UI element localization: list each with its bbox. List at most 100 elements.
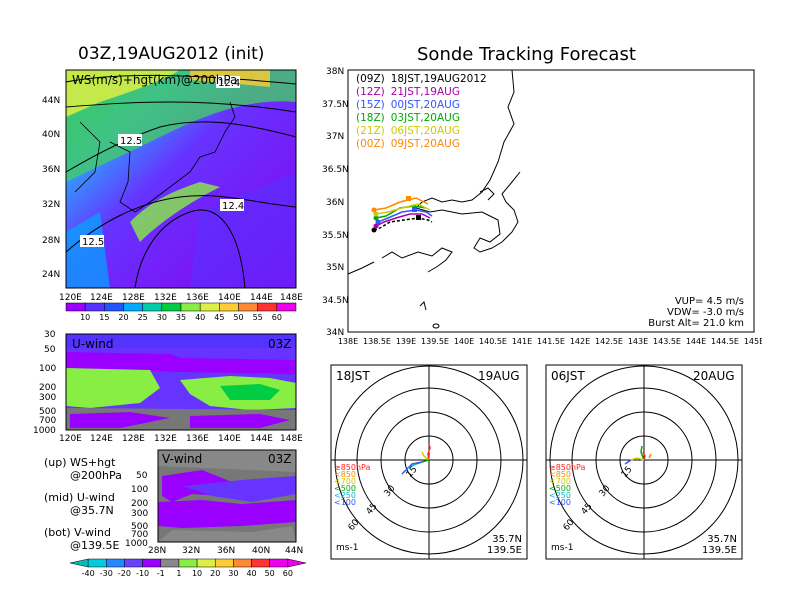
top-colorbar: 10 15 20 25 30 35 40 45 50 55 60 (65, 302, 297, 320)
colorbar-swatch (106, 558, 125, 568)
legend-text: 09JST,20AUG (391, 138, 460, 150)
legend-code: (21Z) (356, 125, 385, 137)
param-burst: Burst Alt= 21.0 km (648, 318, 744, 329)
lon-tick: 144E (686, 337, 706, 346)
lon-tick: 140E (454, 337, 474, 346)
coastline (415, 69, 521, 253)
colorbar-swatch (142, 302, 163, 312)
p-tick: 1000 (125, 539, 148, 549)
colorbar-swatch (233, 558, 252, 568)
lat-tick: 38N (326, 67, 344, 77)
lon-tick-axis: 138E 138.5E 139E 139.5E 140E 140.5E 141E 141.5E… (338, 337, 762, 346)
lon-tick: 120E (59, 293, 82, 303)
level-item: <100 (549, 498, 571, 507)
level-item: ≥850hPa (549, 463, 586, 472)
p-tick: 100 (131, 485, 148, 495)
lon-tick: 139E (396, 337, 416, 346)
v-wind-time: 03Z (268, 452, 292, 466)
colorbar-label: 10 (192, 569, 202, 578)
colorbar-swatch (196, 558, 216, 568)
legend-text: 06JST,20AUG (391, 125, 460, 137)
colorbar-swatch (84, 302, 105, 312)
v-wind-label: V-wind (162, 452, 202, 466)
lat-tick: 40N (252, 546, 270, 556)
lon-tick: 143E (628, 337, 648, 346)
colorbar-swatch (65, 302, 86, 312)
lon-tick: 132E (154, 293, 177, 303)
lon-tick: 128E (122, 434, 145, 443)
legend-code: (00Z) (356, 138, 385, 150)
legend-entry: (mid) U-wind @35.7N (44, 491, 115, 517)
lat-tick: 28N (42, 236, 60, 246)
legend-text: 21JST,19AUG (391, 86, 460, 98)
lat-tick: 40N (42, 130, 60, 140)
colorbar-swatch (257, 302, 278, 312)
p-tick: 50 (136, 471, 148, 481)
level-item: <700 (549, 477, 571, 486)
u-wind-panel: U-wind 03Z 30 50 100 200 300 500 700 100… (33, 330, 303, 443)
level-item: <850 (549, 470, 571, 479)
lat-tick: 36N (42, 165, 60, 175)
right-title: Sonde Tracking Forecast (417, 44, 636, 65)
svg-text:(12Z)21JST,19AUG: (12Z) 21JST,19AUG (356, 86, 460, 98)
level-item: <850 (334, 470, 356, 479)
colorbar-swatch (214, 558, 234, 568)
lon-tick: 120E (59, 434, 82, 443)
colorbar-swatch (161, 302, 182, 312)
colorbar-label: 40 (246, 569, 256, 578)
p-tick: 200 (131, 499, 148, 509)
colorbar-label: 55 (253, 313, 263, 320)
trajectories (371, 196, 433, 233)
lon-tick: 141E (512, 337, 532, 346)
tracking-map: 38N 37.5N 37N 36.5N 36N 35.5N 35N 34.5N … (322, 67, 762, 346)
colorbar-label: 50 (265, 569, 275, 578)
lon-tick: 148E (280, 293, 303, 303)
colorbar-swatch (142, 558, 162, 568)
level-item: <250 (334, 491, 356, 500)
colorbar-label: 25 (138, 313, 148, 320)
lon-tick: 144.5E (711, 337, 739, 346)
lat-tick: 35N (326, 263, 344, 273)
lon-tick: 132E (154, 434, 177, 443)
hodograph-right: 15 30 45 60 06JST 20AUG ≥850hPa <850 <70… (545, 364, 743, 560)
lat-tick: 37.5N (322, 100, 349, 110)
p-tick: 100 (39, 364, 56, 374)
svg-text:(00Z)09JST,20AUG: (00Z) 09JST,20AUG (356, 138, 460, 150)
contour-label: 12.5 (82, 237, 104, 248)
p-tick: 500 (39, 407, 56, 417)
svg-text:(18Z)03JST,20AUG: (18Z) 03JST,20AUG (356, 112, 460, 124)
svg-text:(09Z)18JST,19AUG2012: (09Z) 18JST,19AUG2012 (356, 73, 487, 85)
bottom-colorbar: -40 -30 -20 -10 -1 1 10 20 30 40 50 60 (69, 558, 307, 578)
p-tick: 700 (131, 530, 148, 540)
p-tick: 300 (131, 509, 148, 519)
hodo-time: 06JST (551, 369, 585, 383)
contour-label: 12.4 (222, 201, 244, 212)
contour-label: 12.4 (218, 78, 240, 89)
level-legend: ≥850hPa <850 <700 <500 <250 <100 (549, 463, 586, 507)
level-item: ≥850hPa (334, 463, 371, 472)
lat-tick: 36N (217, 546, 235, 556)
hodo-date: 20AUG (693, 369, 735, 383)
contour-label: 12.5 (120, 136, 142, 147)
level-item: <250 (549, 491, 571, 500)
colorbar-label: 45 (214, 313, 224, 320)
u-wind-label: U-wind (72, 337, 113, 351)
lon-tick: 139.5E (421, 337, 449, 346)
colorbar-label: 60 (272, 313, 282, 320)
colorbar-label: -30 (100, 569, 113, 578)
lon-tick: 128E (122, 293, 145, 303)
hodo-unit: ms-1 (551, 543, 573, 553)
legend-code: (09Z) (356, 73, 385, 85)
p-tick: 200 (39, 383, 56, 393)
lat-tick: 32N (42, 200, 60, 210)
colorbar-swatch (199, 302, 220, 312)
colorbar-label: -40 (82, 569, 95, 578)
hodo-lat: 35.7N (492, 534, 522, 545)
lat-tick: 36N (326, 198, 344, 208)
hodo-date: 19AUG (478, 369, 520, 383)
lat-tick: 34N (326, 328, 344, 338)
legend-entry: (bot) V-wind @139.5E (44, 526, 120, 552)
lon-tick: 142.5E (595, 337, 623, 346)
left-title: 03Z,19AUG2012 (init) (78, 44, 265, 64)
p-tick: 300 (39, 393, 56, 403)
